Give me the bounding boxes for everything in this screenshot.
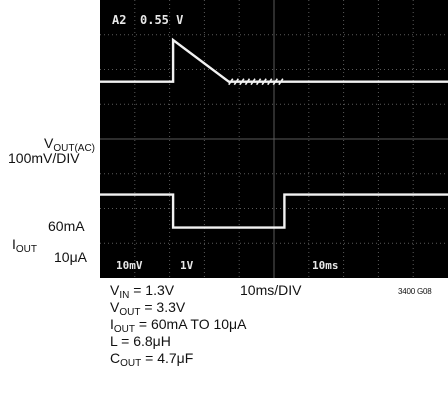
oscilloscope-screen: A2 0.55 V 10mV 1V 10ms	[100, 0, 448, 278]
vout-label: VOUT(AC)	[44, 135, 96, 154]
iout-high-label: 60mA	[48, 218, 85, 234]
cursor-channel: A2	[112, 13, 126, 27]
condition-iout: IOUT = 60mA TO 10μA	[110, 316, 247, 335]
ch1-scale: 10mV	[116, 259, 143, 272]
timebase-readout: 10ms	[312, 259, 339, 272]
ripple-tick	[233, 78, 239, 86]
ripple-tick	[228, 78, 234, 86]
trace-line-1	[100, 37, 448, 83]
iout-label: IOUT	[12, 236, 37, 255]
condition-inductor: L = 6.8μH	[110, 333, 171, 349]
ripple-tick	[239, 78, 245, 86]
ripple-tick	[244, 78, 251, 86]
ripple-tick	[267, 78, 273, 86]
graticule	[100, 0, 448, 278]
ripple-tick	[250, 78, 256, 86]
figure-id: 3400 G08	[398, 287, 432, 296]
iout-low-label: 10μA	[54, 249, 87, 265]
time-axis-label: 10ms/DIV	[240, 282, 302, 298]
trace-line-2	[100, 193, 448, 229]
traces	[100, 37, 448, 229]
ripple-tick	[255, 78, 262, 86]
ch2-scale: 1V	[180, 259, 194, 272]
vout-scale-label: 100mV/DIV	[8, 150, 80, 166]
condition-vin: VIN = 1.3V	[110, 282, 175, 301]
ripple-tick	[261, 78, 267, 86]
ripple-1	[228, 78, 284, 86]
test-conditions: VIN = 1.3V VOUT = 3.3V IOUT = 60mA TO 10…	[110, 282, 247, 369]
ripple-tick	[272, 78, 278, 86]
scope-plot: A2 0.55 V 10mV 1V 10ms	[100, 0, 448, 278]
condition-vout: VOUT = 3.3V	[110, 299, 186, 318]
cursor-value: 0.55 V	[140, 13, 183, 27]
condition-cout: COUT = 4.7μF	[110, 350, 194, 369]
ripple-tick	[278, 78, 284, 86]
